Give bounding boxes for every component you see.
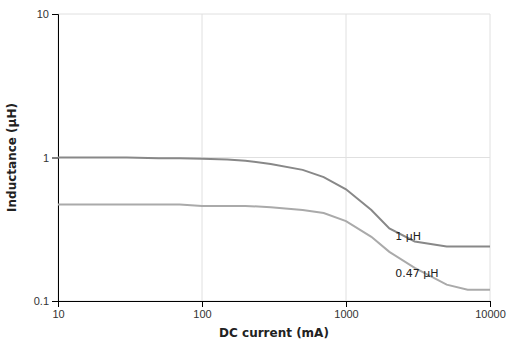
tick-label: 10000: [475, 308, 506, 320]
x-axis: 10 100 1000 10000: [52, 301, 505, 320]
axis-line: [59, 302, 491, 308]
tick: 1000: [334, 301, 358, 320]
tick: 10: [37, 8, 58, 20]
tick-mark: [202, 301, 203, 307]
tick-mark: [346, 301, 347, 307]
tick: 100: [193, 301, 211, 320]
tick-mark: [52, 158, 58, 159]
tick-label: 1000: [334, 308, 358, 320]
grid-line-y: [58, 14, 490, 15]
plot: 10 100 1000 10000 0.1 1 10 1 μH 0.47 μH: [34, 8, 506, 320]
series-line: [58, 158, 490, 247]
tick: 10: [52, 301, 64, 320]
tick-label: 100: [193, 308, 211, 320]
y-axis: 0.1 1 10: [34, 8, 59, 307]
annotation: 1 μH: [395, 230, 421, 243]
x-axis-title: DC current (mA): [219, 326, 329, 340]
tick-label: 0.1: [34, 295, 49, 307]
annotation: 0.47 μH: [395, 267, 438, 280]
axis-line: [52, 15, 59, 302]
lines: [58, 158, 490, 290]
y-axis-title: Inductance (μH): [5, 103, 19, 212]
series-line: [58, 205, 490, 290]
tick: 1: [43, 152, 58, 164]
tick-mark: [52, 301, 58, 302]
tick: 10000: [475, 301, 506, 320]
grid: [58, 14, 490, 301]
tick: 0.1: [34, 295, 58, 307]
tick-mark: [52, 14, 58, 15]
tick-mark: [490, 301, 491, 307]
chart: 10 100 1000 10000 0.1 1 10 1 μH 0.47 μH DC curren…: [0, 0, 512, 347]
tick-label: 10: [37, 8, 49, 20]
tick-label: 1: [43, 152, 49, 164]
tick-label: 10: [52, 308, 64, 320]
